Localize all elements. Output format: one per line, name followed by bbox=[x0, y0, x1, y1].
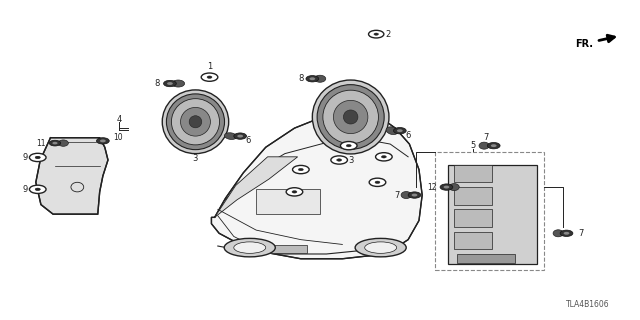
Text: 8: 8 bbox=[154, 79, 160, 88]
Text: 7: 7 bbox=[579, 229, 584, 238]
Ellipse shape bbox=[172, 99, 220, 145]
Circle shape bbox=[375, 181, 380, 184]
Circle shape bbox=[31, 186, 44, 193]
Circle shape bbox=[29, 153, 46, 162]
Text: 10: 10 bbox=[113, 132, 123, 141]
Ellipse shape bbox=[224, 238, 275, 257]
Bar bbox=[256, 189, 320, 214]
Circle shape bbox=[560, 230, 573, 236]
Circle shape bbox=[487, 142, 500, 149]
Circle shape bbox=[164, 80, 176, 87]
Polygon shape bbox=[211, 112, 422, 259]
Ellipse shape bbox=[314, 75, 326, 82]
Circle shape bbox=[29, 185, 46, 194]
Circle shape bbox=[292, 165, 309, 174]
Circle shape bbox=[201, 73, 218, 81]
Ellipse shape bbox=[344, 110, 358, 124]
Ellipse shape bbox=[333, 100, 368, 134]
Text: FR.: FR. bbox=[575, 35, 614, 49]
Ellipse shape bbox=[234, 242, 266, 253]
Circle shape bbox=[31, 154, 44, 161]
Text: 9: 9 bbox=[22, 153, 28, 162]
Circle shape bbox=[340, 141, 357, 150]
Text: 5: 5 bbox=[470, 141, 476, 150]
Circle shape bbox=[310, 77, 316, 80]
Text: 6: 6 bbox=[406, 131, 411, 140]
Ellipse shape bbox=[479, 142, 489, 149]
Circle shape bbox=[286, 188, 303, 196]
Bar bbox=[435, 152, 543, 270]
Circle shape bbox=[444, 186, 449, 188]
Ellipse shape bbox=[401, 192, 412, 198]
Circle shape bbox=[491, 144, 497, 147]
Circle shape bbox=[376, 153, 392, 161]
Bar bbox=[262, 245, 307, 253]
Ellipse shape bbox=[355, 238, 406, 257]
Ellipse shape bbox=[312, 80, 389, 154]
Bar bbox=[454, 232, 492, 249]
Circle shape bbox=[346, 144, 351, 147]
Ellipse shape bbox=[365, 242, 397, 253]
Circle shape bbox=[35, 156, 40, 159]
Circle shape bbox=[564, 232, 570, 235]
Ellipse shape bbox=[225, 133, 237, 140]
Circle shape bbox=[52, 142, 58, 144]
Bar bbox=[454, 165, 492, 182]
Text: 1: 1 bbox=[207, 61, 212, 70]
Circle shape bbox=[97, 138, 109, 144]
Circle shape bbox=[35, 188, 40, 190]
Circle shape bbox=[306, 76, 319, 82]
Circle shape bbox=[412, 194, 417, 196]
Ellipse shape bbox=[172, 80, 184, 87]
Ellipse shape bbox=[163, 90, 228, 154]
Circle shape bbox=[35, 188, 40, 191]
Circle shape bbox=[369, 30, 384, 38]
Circle shape bbox=[100, 140, 106, 142]
Ellipse shape bbox=[317, 85, 384, 149]
Circle shape bbox=[374, 33, 378, 35]
Circle shape bbox=[234, 133, 246, 139]
Circle shape bbox=[35, 156, 40, 159]
Circle shape bbox=[49, 140, 61, 146]
Circle shape bbox=[369, 178, 386, 187]
Text: 7: 7 bbox=[394, 190, 400, 200]
Bar bbox=[454, 209, 492, 227]
Ellipse shape bbox=[189, 116, 202, 128]
Circle shape bbox=[394, 127, 406, 134]
Ellipse shape bbox=[449, 184, 460, 191]
Text: 7: 7 bbox=[483, 132, 489, 141]
Text: 8: 8 bbox=[298, 74, 303, 83]
Bar bbox=[458, 254, 515, 263]
Circle shape bbox=[292, 191, 297, 193]
Text: 12: 12 bbox=[427, 183, 436, 192]
Circle shape bbox=[337, 159, 342, 161]
Ellipse shape bbox=[180, 108, 211, 136]
Ellipse shape bbox=[386, 127, 398, 134]
Circle shape bbox=[331, 156, 348, 164]
Polygon shape bbox=[36, 138, 108, 214]
Text: 6: 6 bbox=[246, 136, 251, 145]
Text: 9: 9 bbox=[22, 185, 28, 194]
Circle shape bbox=[207, 76, 212, 78]
Text: 11: 11 bbox=[36, 139, 45, 148]
Text: 3: 3 bbox=[193, 154, 198, 163]
Circle shape bbox=[381, 156, 387, 158]
Text: 2: 2 bbox=[385, 30, 390, 39]
Ellipse shape bbox=[166, 94, 225, 150]
Bar bbox=[448, 165, 537, 264]
Text: TLA4B1606: TLA4B1606 bbox=[566, 300, 610, 309]
Circle shape bbox=[167, 82, 173, 85]
Text: 3: 3 bbox=[348, 156, 353, 164]
Ellipse shape bbox=[323, 90, 378, 144]
Circle shape bbox=[440, 184, 453, 190]
Ellipse shape bbox=[553, 230, 563, 237]
Circle shape bbox=[408, 192, 421, 198]
Polygon shape bbox=[214, 157, 298, 217]
Text: 4: 4 bbox=[116, 115, 122, 124]
Circle shape bbox=[237, 135, 243, 138]
Ellipse shape bbox=[58, 140, 68, 146]
Bar bbox=[454, 187, 492, 204]
Circle shape bbox=[397, 129, 403, 132]
Circle shape bbox=[298, 168, 303, 171]
